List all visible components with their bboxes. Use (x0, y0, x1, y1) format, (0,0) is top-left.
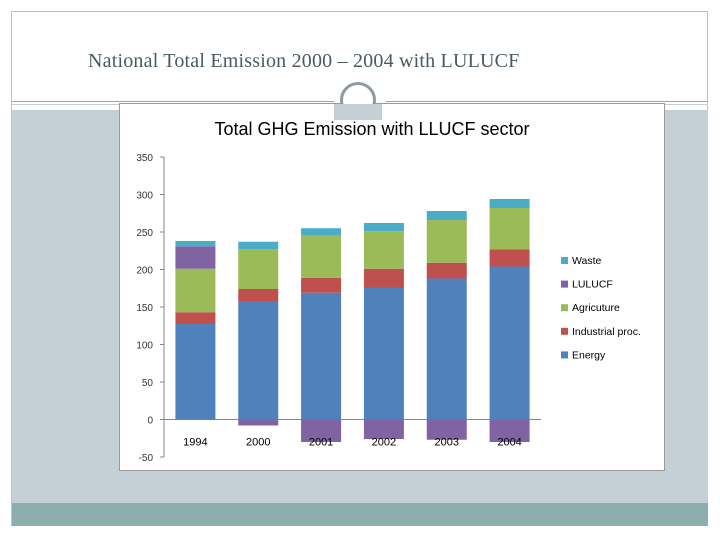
y-tick-label: 300 (136, 191, 153, 202)
bar-agricuture-1994 (175, 268, 216, 313)
bar-agricuture-2001 (301, 235, 342, 278)
legend-label-waste: Waste (572, 255, 602, 267)
bar-industrial-proc--2002 (363, 268, 404, 288)
bar-energy-2000 (238, 301, 279, 420)
bar-lulucf-2001 (301, 419, 342, 442)
x-tick-label: 1994 (183, 437, 207, 449)
bar-energy-2002 (363, 287, 404, 420)
bar-energy-2004 (489, 266, 530, 420)
legend-swatch-waste (561, 257, 568, 264)
x-tick-label: 2001 (309, 437, 333, 449)
bar-agricuture-2002 (363, 231, 404, 269)
chart-container: Total GHG Emission with LLUCF sector -50 0… (119, 103, 665, 471)
y-tick-label: 250 (136, 228, 153, 239)
legend-label-lulucf: LULUCF (572, 279, 613, 291)
legend-label-agricuture: Agricuture (572, 302, 620, 314)
legend-label-energy: Energy (572, 349, 606, 361)
bar-lulucf-2003 (426, 419, 467, 440)
bar-lulucf-2002 (363, 419, 404, 439)
bar-waste-2004 (489, 199, 530, 208)
bar-energy-2003 (426, 278, 467, 420)
footer-band (12, 503, 708, 526)
bar-agricuture-2003 (426, 220, 467, 263)
legend-swatch-lulucf (561, 280, 568, 288)
bar-waste-1994 (175, 241, 216, 247)
y-tick-label: 200 (136, 266, 153, 277)
title-rule-right (386, 101, 708, 102)
bar-industrial-proc--1994 (175, 312, 216, 324)
x-tick-label: 2002 (372, 437, 396, 449)
bar-industrial-proc--2001 (301, 277, 342, 293)
y-tick-label: -50 (139, 453, 154, 464)
bar-energy-1994 (175, 323, 216, 420)
ornament-mask (334, 104, 382, 120)
y-tick-label: 350 (136, 153, 153, 164)
bar-waste-2003 (426, 211, 467, 220)
x-tick-label: 2003 (435, 437, 459, 449)
y-tick-label: 100 (136, 341, 153, 352)
bar-waste-2001 (301, 228, 342, 236)
bar-lulucf-1994 (175, 246, 216, 269)
title-rule-left (12, 101, 334, 102)
legend-swatch-energy (561, 351, 568, 359)
bar-industrial-proc--2004 (489, 249, 530, 267)
bar-industrial-proc--2003 (426, 262, 467, 279)
legend-swatch-industrial-proc- (561, 327, 568, 335)
stacked-bar-chart: Total GHG Emission with LLUCF sector -50 0… (136, 119, 641, 464)
bar-agricuture-2000 (238, 249, 279, 289)
legend-label-industrial-proc-: Industrial proc. (572, 326, 641, 338)
bar-industrial-proc--2000 (238, 289, 279, 301)
bar-energy-2001 (301, 292, 342, 420)
bar-agricuture-2004 (489, 208, 530, 250)
legend-swatch-agricuture (561, 304, 568, 312)
bar-lulucf-2000 (238, 419, 279, 426)
chart-title: Total GHG Emission with LLUCF sector (214, 119, 529, 139)
x-tick-label: 2000 (246, 437, 270, 449)
x-tick-label: 2004 (497, 437, 521, 449)
y-tick-label: 150 (136, 303, 153, 314)
bar-lulucf-2004 (489, 419, 530, 442)
slide-title: National Total Emission 2000 – 2004 with… (88, 50, 520, 72)
bar-waste-2002 (363, 223, 404, 232)
y-tick-label: 0 (147, 416, 153, 427)
y-tick-label: 50 (142, 378, 154, 389)
bar-waste-2000 (238, 241, 279, 250)
